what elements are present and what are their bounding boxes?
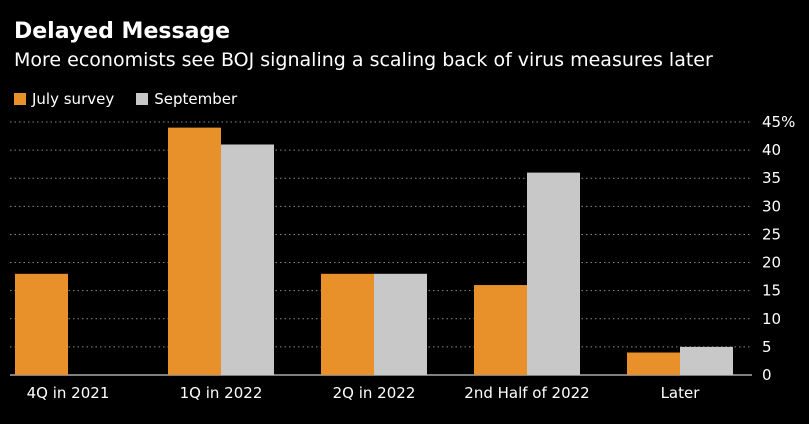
- y-tick-label: 0: [762, 366, 772, 384]
- y-tick-label: 20: [762, 254, 781, 272]
- legend-item-july: July survey: [14, 90, 114, 108]
- bar-september: [680, 346, 733, 375]
- bar-july: [627, 352, 680, 375]
- y-tick-label: 15: [762, 282, 781, 300]
- x-tick-label: 2nd Half of 2022: [464, 384, 589, 402]
- legend-swatch-september: [136, 93, 149, 105]
- chart-title: Delayed Message: [14, 19, 231, 44]
- bar-september: [527, 172, 580, 375]
- y-tick-label: 5: [762, 338, 772, 356]
- bar-july: [168, 127, 221, 375]
- x-tick-label: 4Q in 2021: [27, 384, 110, 402]
- legend-label-september: September: [154, 90, 238, 108]
- chart-subtitle: More economists see BOJ signaling a scal…: [14, 49, 713, 71]
- bar-july: [321, 273, 374, 375]
- y-tick-label: 45%: [762, 113, 795, 131]
- bar-september: [374, 273, 427, 375]
- legend-label-july: July survey: [32, 90, 115, 108]
- x-tick-label: 2Q in 2022: [333, 384, 416, 402]
- chart-legend: July survey September: [14, 89, 259, 109]
- bar-july: [15, 273, 68, 375]
- x-tick-label: 1Q in 2022: [180, 384, 263, 402]
- bar-september: [221, 144, 274, 375]
- bar-july: [474, 285, 527, 375]
- y-tick-label: 40: [762, 141, 781, 159]
- y-tick-label: 10: [762, 310, 781, 328]
- legend-item-september: September: [136, 90, 237, 108]
- y-tick-label: 30: [762, 197, 781, 215]
- y-tick-label: 35: [762, 169, 781, 187]
- x-tick-label: Later: [661, 384, 701, 402]
- legend-swatch-july: [14, 93, 26, 105]
- y-tick-label: 25: [762, 225, 781, 243]
